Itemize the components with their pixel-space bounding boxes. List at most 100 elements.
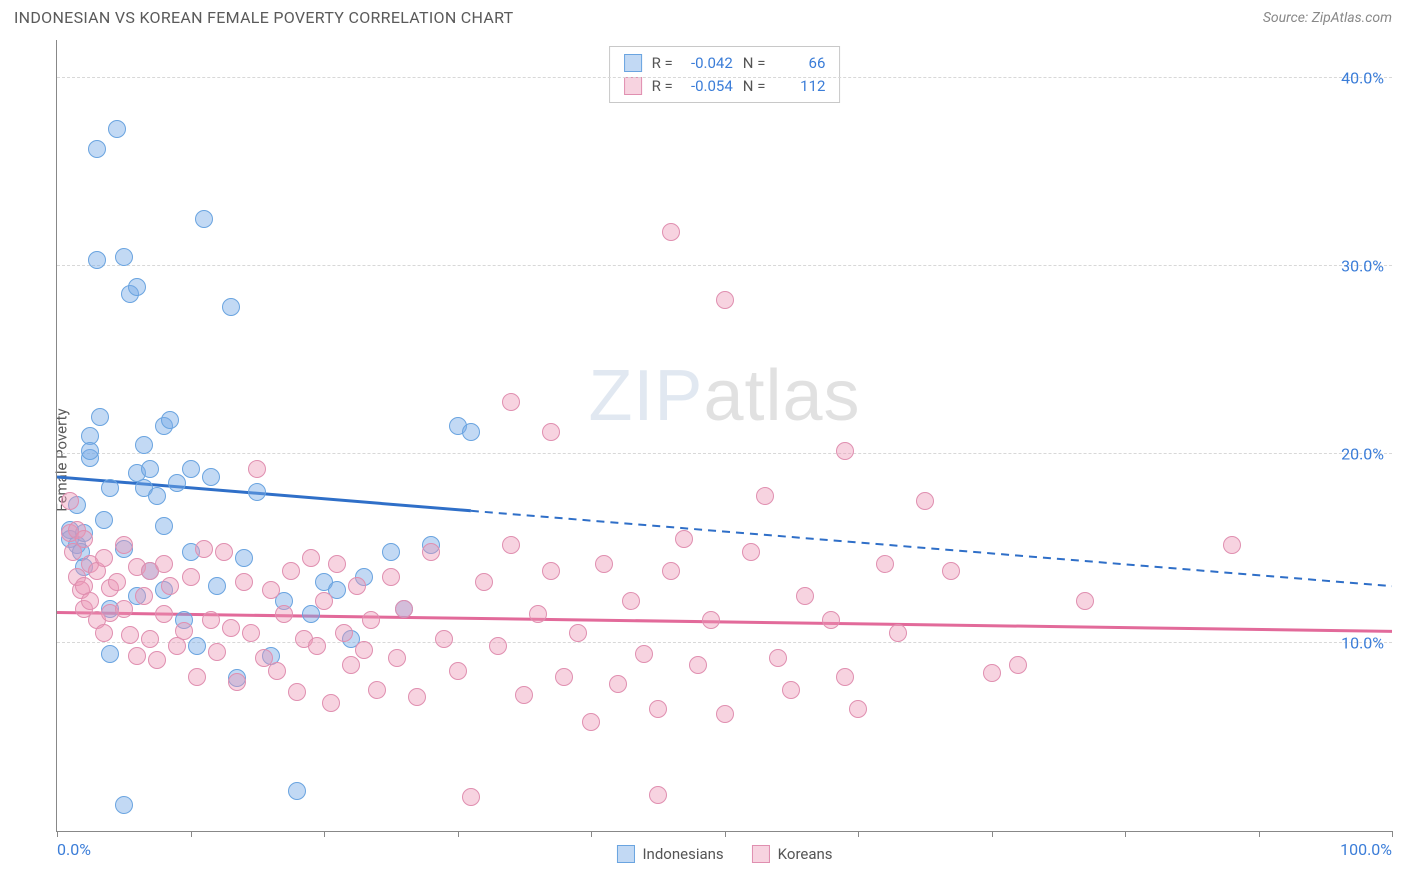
data-point bbox=[282, 562, 300, 580]
data-point bbox=[168, 474, 186, 492]
data-point bbox=[849, 700, 867, 718]
r-label: R = bbox=[652, 75, 673, 98]
r-label: R = bbox=[652, 52, 673, 75]
chart-title: INDONESIAN VS KOREAN FEMALE POVERTY CORR… bbox=[14, 8, 514, 27]
data-point bbox=[542, 423, 560, 441]
data-point bbox=[675, 530, 693, 548]
y-tick-label: 10.0% bbox=[1341, 633, 1384, 652]
data-point bbox=[248, 483, 266, 501]
data-point bbox=[188, 668, 206, 686]
data-point bbox=[689, 656, 707, 674]
data-point bbox=[595, 555, 613, 573]
legend-item-koreans: Koreans bbox=[752, 845, 833, 863]
r-value-koreans: -0.054 bbox=[683, 75, 733, 98]
data-point bbox=[115, 536, 133, 554]
data-point bbox=[876, 555, 894, 573]
legend-label-koreans: Koreans bbox=[778, 845, 833, 863]
data-point bbox=[328, 555, 346, 573]
swatch-indonesians bbox=[624, 54, 642, 72]
data-point bbox=[582, 713, 600, 731]
data-point bbox=[502, 536, 520, 554]
data-point bbox=[202, 468, 220, 486]
data-point bbox=[61, 492, 79, 510]
watermark-part1: ZIP bbox=[588, 356, 703, 436]
x-tick bbox=[1392, 831, 1393, 837]
data-point bbox=[362, 611, 380, 629]
data-point bbox=[662, 562, 680, 580]
data-point bbox=[836, 668, 854, 686]
data-point bbox=[302, 549, 320, 567]
data-point bbox=[335, 624, 353, 642]
data-point bbox=[95, 624, 113, 642]
data-point bbox=[649, 700, 667, 718]
data-point bbox=[88, 140, 106, 158]
data-point bbox=[202, 611, 220, 629]
data-point bbox=[215, 543, 233, 561]
data-point bbox=[342, 656, 360, 674]
data-point bbox=[195, 210, 213, 228]
data-point bbox=[475, 573, 493, 591]
data-point bbox=[716, 291, 734, 309]
data-point bbox=[115, 248, 133, 266]
gridline bbox=[57, 265, 1392, 266]
data-point bbox=[148, 651, 166, 669]
data-point bbox=[242, 624, 260, 642]
data-point bbox=[235, 573, 253, 591]
data-point bbox=[388, 649, 406, 667]
data-point bbox=[108, 120, 126, 138]
data-point bbox=[769, 649, 787, 667]
data-point bbox=[382, 543, 400, 561]
gridline bbox=[57, 77, 1392, 78]
data-point bbox=[188, 637, 206, 655]
data-point bbox=[542, 562, 560, 580]
data-point bbox=[796, 587, 814, 605]
plot-area: ZIPatlas R = -0.042 N = 66 R = -0.054 N … bbox=[56, 40, 1392, 832]
stats-row-koreans: R = -0.054 N = 112 bbox=[624, 75, 826, 98]
data-point bbox=[268, 662, 286, 680]
data-point bbox=[529, 605, 547, 623]
data-point bbox=[462, 788, 480, 806]
data-point bbox=[489, 637, 507, 655]
data-point bbox=[135, 587, 153, 605]
data-point bbox=[368, 681, 386, 699]
data-point bbox=[101, 479, 119, 497]
data-point bbox=[702, 611, 720, 629]
data-point bbox=[81, 592, 99, 610]
data-point bbox=[408, 688, 426, 706]
data-point bbox=[742, 543, 760, 561]
data-point bbox=[128, 278, 146, 296]
x-tick bbox=[725, 831, 726, 837]
x-tick bbox=[458, 831, 459, 837]
swatch-koreans bbox=[624, 77, 642, 95]
data-point bbox=[222, 619, 240, 637]
data-point bbox=[315, 592, 333, 610]
data-point bbox=[182, 460, 200, 478]
data-point bbox=[121, 626, 139, 644]
data-point bbox=[208, 643, 226, 661]
x-tick bbox=[1259, 831, 1260, 837]
x-tick bbox=[992, 831, 993, 837]
data-point bbox=[822, 611, 840, 629]
data-point bbox=[382, 568, 400, 586]
data-point bbox=[288, 683, 306, 701]
chart-container: Female Poverty ZIPatlas R = -0.042 N = 6… bbox=[14, 40, 1392, 880]
data-point bbox=[462, 423, 480, 441]
data-point bbox=[288, 782, 306, 800]
data-point bbox=[248, 460, 266, 478]
data-point bbox=[1223, 536, 1241, 554]
data-point bbox=[622, 592, 640, 610]
data-point bbox=[228, 673, 246, 691]
data-point bbox=[355, 641, 373, 659]
data-point bbox=[155, 517, 173, 535]
data-point bbox=[235, 549, 253, 567]
n-value-indonesians: 66 bbox=[775, 52, 825, 75]
data-point bbox=[115, 796, 133, 814]
source-label: Source: ZipAtlas.com bbox=[1263, 10, 1392, 26]
data-point bbox=[95, 549, 113, 567]
y-tick-label: 30.0% bbox=[1341, 257, 1384, 276]
data-point bbox=[662, 223, 680, 241]
data-point bbox=[108, 573, 126, 591]
x-tick-label: 0.0% bbox=[57, 840, 91, 859]
data-point bbox=[88, 251, 106, 269]
data-point bbox=[1009, 656, 1027, 674]
